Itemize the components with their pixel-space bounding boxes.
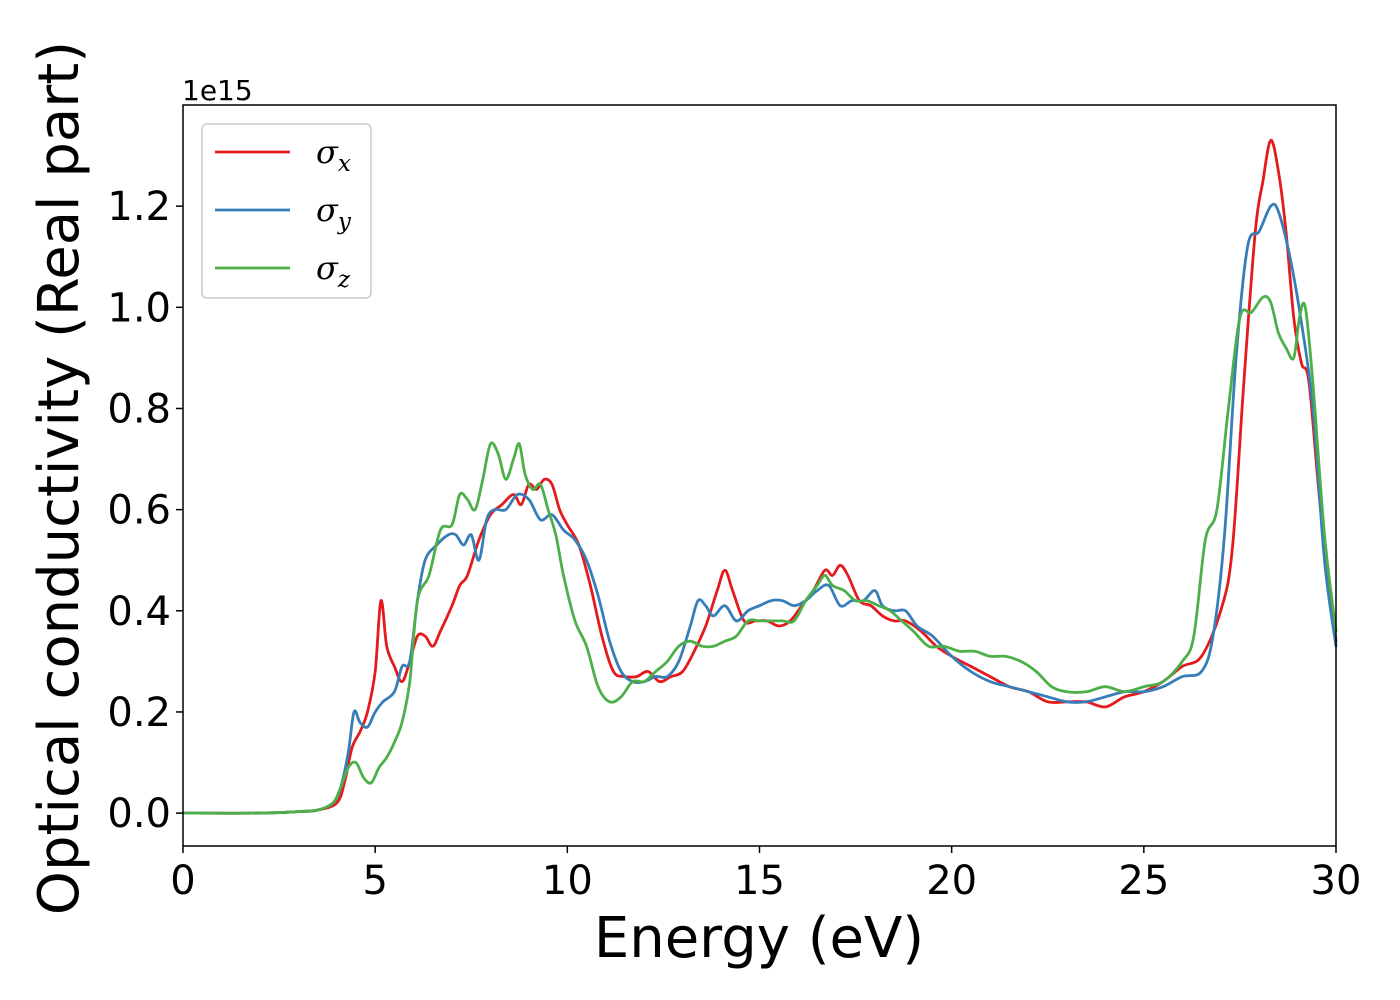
legend-label-y: σy bbox=[316, 191, 352, 235]
y-tick-label: 0.8 bbox=[107, 386, 171, 432]
series-line-x bbox=[181, 138, 1338, 815]
series-layer bbox=[181, 138, 1338, 815]
y-axis-offset-label: 1e15 bbox=[182, 74, 253, 107]
legend-subscript: z bbox=[337, 267, 351, 293]
x-tick-label: 25 bbox=[1118, 858, 1169, 904]
y-tick-label: 0.2 bbox=[107, 690, 171, 736]
series-line-z bbox=[181, 295, 1338, 815]
y-tick-label: 1.2 bbox=[107, 184, 171, 230]
legend-symbol: σ bbox=[316, 249, 339, 287]
x-axis-ticks: 0 5 10 15 20 25 30 bbox=[170, 846, 1361, 904]
y-tick-label: 0.0 bbox=[107, 791, 171, 837]
y-tick-label: 0.6 bbox=[107, 488, 171, 534]
x-tick-label: 15 bbox=[734, 858, 785, 904]
legend-symbol: σ bbox=[316, 133, 339, 171]
y-axis-label: Optical conductivity (Real part) bbox=[27, 41, 92, 915]
legend-label-z: σz bbox=[316, 249, 351, 293]
y-tick-label: 1.0 bbox=[107, 285, 171, 331]
legend-subscript: x bbox=[338, 151, 351, 177]
x-tick-label: 10 bbox=[542, 858, 593, 904]
x-tick-label: 20 bbox=[926, 858, 977, 904]
legend-subscript: y bbox=[337, 209, 352, 235]
legend-symbol: σ bbox=[316, 191, 339, 229]
x-tick-label: 30 bbox=[1311, 858, 1362, 904]
x-tick-label: 0 bbox=[170, 858, 195, 904]
legend-label-x: σx bbox=[316, 133, 351, 177]
x-tick-label: 5 bbox=[362, 858, 387, 904]
y-tick-label: 0.4 bbox=[107, 589, 171, 635]
y-axis-ticks: 0.0 0.2 0.4 0.6 0.8 1.0 1.2 bbox=[107, 184, 183, 837]
x-axis-label: Energy (eV) bbox=[594, 906, 924, 971]
